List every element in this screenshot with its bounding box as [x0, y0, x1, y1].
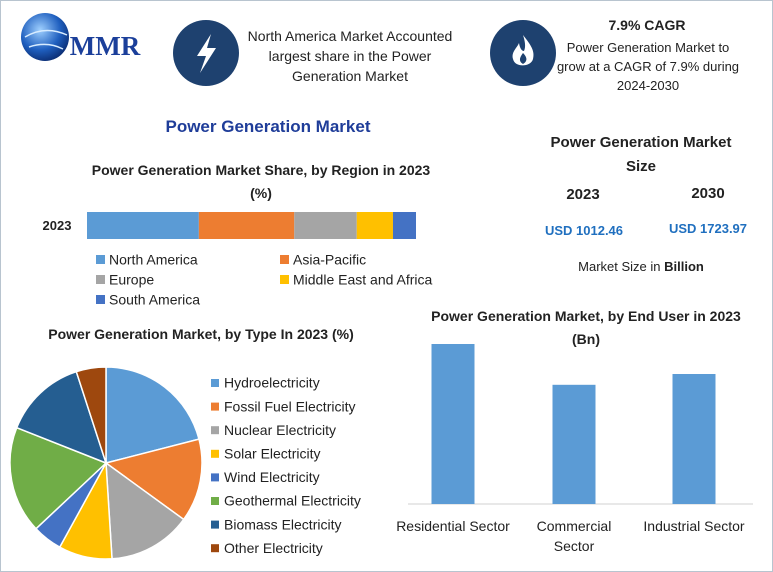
legend-swatch [280, 275, 289, 284]
legend-label: Solar Electricity [224, 446, 320, 462]
legend-label: Nuclear Electricity [224, 422, 336, 438]
legend-label: North America [109, 252, 198, 268]
legend-swatch [211, 379, 219, 387]
logo-text: MMR [70, 31, 141, 61]
chart-title: Power Generation Market, by End User in … [431, 308, 741, 347]
legend-label: Other Electricity [224, 540, 323, 556]
legend-label: Middle East and Africa [293, 272, 433, 288]
x-tick-label: Residential Sector [396, 518, 510, 534]
x-tick-label: Commercial Sector [536, 518, 612, 554]
bar-segment [294, 212, 357, 239]
bar-segment [356, 212, 393, 239]
bar-segment [392, 212, 416, 239]
legend-label: Asia-Pacific [293, 252, 366, 268]
legend-swatch [96, 255, 105, 264]
legend-label: Wind Electricity [224, 469, 320, 485]
size-year: 2023 [566, 186, 600, 203]
legend-label: Fossil Fuel Electricity [224, 398, 355, 414]
size-note-text: Market Size in [578, 259, 661, 274]
pie-slice [75, 366, 107, 464]
legend-swatch [211, 426, 219, 435]
type-chart: Hydroelectricity Fossil Fuel Electricity N… [9, 366, 361, 560]
logo-globe [21, 13, 69, 61]
x-tick-label: Industrial Sector [643, 518, 745, 534]
end-user-chart [408, 344, 753, 505]
main-title: Power Generation Market [165, 117, 371, 136]
bar [431, 344, 475, 504]
pie-slice [104, 438, 203, 521]
legend-swatch [211, 402, 219, 411]
legend-swatch [211, 449, 219, 458]
legend-label: South America [109, 292, 200, 308]
legend-label: Hydroelectricity [224, 375, 320, 391]
cagr-title: 7.9% CAGR [608, 17, 686, 33]
legend-swatch [211, 544, 219, 553]
size-title: Power Generation Market Size [550, 134, 732, 175]
size-note: Market Size in Billion [541, 257, 741, 277]
bar [672, 374, 716, 504]
legend-label: Geothermal Electricity [224, 493, 361, 509]
legend-swatch [211, 497, 219, 505]
legend-swatch [96, 275, 105, 284]
legend-swatch [96, 295, 105, 304]
chart-title: Power Generation Market, by Type In 2023… [48, 326, 354, 342]
region-chart: 2023 North America Asia-Pacific Europe Middl… [43, 212, 433, 308]
legend-swatch [280, 255, 289, 264]
legend-label: Biomass Electricity [224, 516, 341, 532]
icon-flame [512, 35, 534, 66]
icon-bolt [197, 34, 216, 73]
icon-flame-core [519, 53, 527, 64]
size-note-unit: Billion [664, 259, 704, 274]
legend-swatch [211, 473, 219, 482]
bar [552, 384, 596, 504]
bar-segment [198, 212, 295, 239]
chart-title: Power Generation Market Share, by Region… [91, 162, 431, 201]
cagr-text: Power Generation Market to grow at a CAG… [556, 40, 740, 93]
pie-slice [105, 461, 185, 560]
legend-label: Europe [109, 272, 154, 288]
pie-slice [105, 366, 200, 464]
legend-swatch [211, 520, 219, 529]
pie-slice [9, 426, 108, 530]
highlight-text: North America Market Accounted largest s… [247, 28, 453, 84]
logo-lines [24, 29, 68, 50]
size-value: USD 1012.46 [544, 223, 624, 238]
y-tick-label: 2023 [43, 218, 72, 233]
size-value: USD 1723.97 [668, 221, 748, 236]
bar-segment [87, 212, 199, 239]
size-year: 2030 [691, 185, 725, 202]
